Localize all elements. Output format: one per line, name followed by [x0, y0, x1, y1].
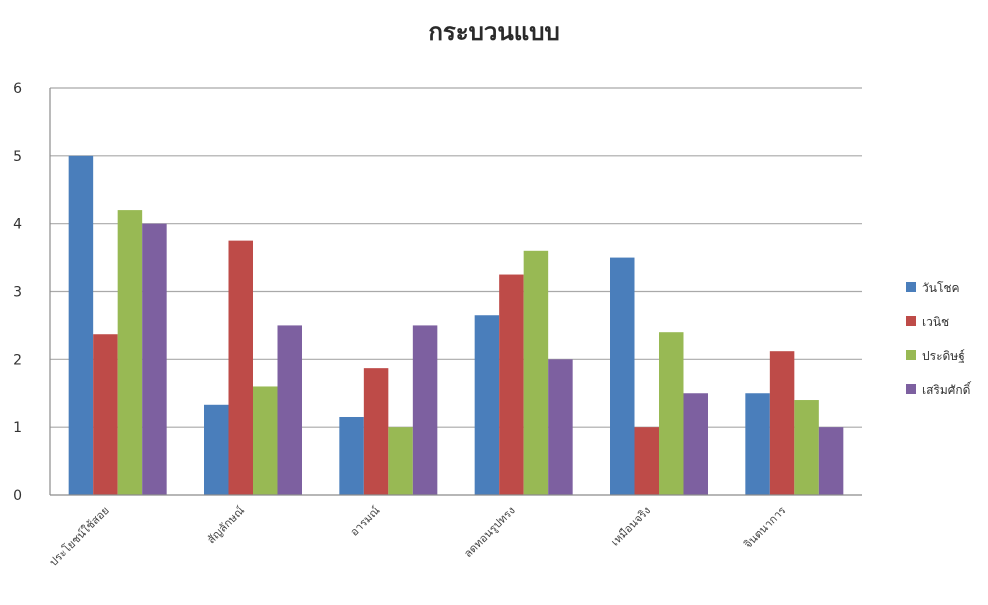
- bar: [412, 325, 438, 495]
- chart-title: กระบวนแบบ: [428, 18, 559, 46]
- legend-item: เสริมศักดิ์: [906, 381, 972, 397]
- legend-label: วันโชค: [922, 281, 960, 295]
- y-axis-ticks: 0 1 2 3 4 5 6: [13, 81, 22, 504]
- legend-swatch: [906, 384, 916, 394]
- legend-item: วันโชค: [906, 281, 960, 295]
- bar: [142, 223, 167, 495]
- bar: [745, 393, 770, 495]
- x-tick-label: ประโยชน์ใช้สอย: [46, 503, 112, 569]
- bar: [93, 334, 118, 495]
- x-tick-label: เหมือนจริง: [608, 504, 653, 549]
- bar: [523, 250, 549, 495]
- bar: [634, 427, 659, 495]
- y-tick-label: 4: [13, 217, 22, 233]
- y-tick-label: 6: [13, 81, 22, 97]
- bar: [204, 404, 229, 495]
- legend-swatch: [906, 350, 916, 360]
- legend-item: ประดิษฐ์: [906, 349, 965, 363]
- y-tick-label: 0: [13, 488, 22, 504]
- x-axis-labels: ประโยชน์ใช้สอย สัญลักษณ์ อารมณ์ ลดทอนรูปทรง…: [46, 503, 788, 569]
- axes: [49, 88, 862, 496]
- bar: [277, 325, 302, 495]
- bar: [610, 257, 635, 495]
- legend-swatch: [906, 316, 916, 326]
- bar: [388, 427, 413, 495]
- bar: [474, 315, 500, 495]
- bar: [499, 274, 524, 495]
- bar: [659, 332, 684, 495]
- y-tick-label: 2: [13, 352, 22, 368]
- bar: [363, 368, 389, 495]
- legend-label: เสริมศักดิ์: [922, 381, 972, 397]
- bar: [548, 359, 573, 495]
- x-tick-label: ลดทอนรูปทรง: [461, 504, 517, 560]
- bar: [683, 393, 708, 495]
- bar: [769, 351, 795, 495]
- legend-item: เวนิช: [906, 315, 949, 329]
- legend-swatch: [906, 282, 916, 292]
- y-tick-label: 1: [13, 420, 22, 436]
- legend-label: ประดิษฐ์: [922, 349, 965, 363]
- gridlines: [50, 87, 862, 428]
- bar: [794, 400, 819, 495]
- bar: [68, 155, 94, 496]
- bars: [68, 155, 844, 496]
- bar: [117, 210, 143, 495]
- bar: [818, 427, 844, 495]
- legend-label: เวนิช: [922, 315, 949, 329]
- x-tick-label: อารมณ์: [348, 504, 383, 539]
- x-tick-label: สัญลักษณ์: [205, 504, 247, 546]
- x-tick-label: จินตนาการ: [741, 504, 789, 552]
- bar: [339, 416, 364, 495]
- y-tick-label: 5: [13, 149, 22, 165]
- y-tick-label: 3: [13, 285, 22, 301]
- bar: [253, 386, 278, 495]
- bar: [228, 240, 253, 495]
